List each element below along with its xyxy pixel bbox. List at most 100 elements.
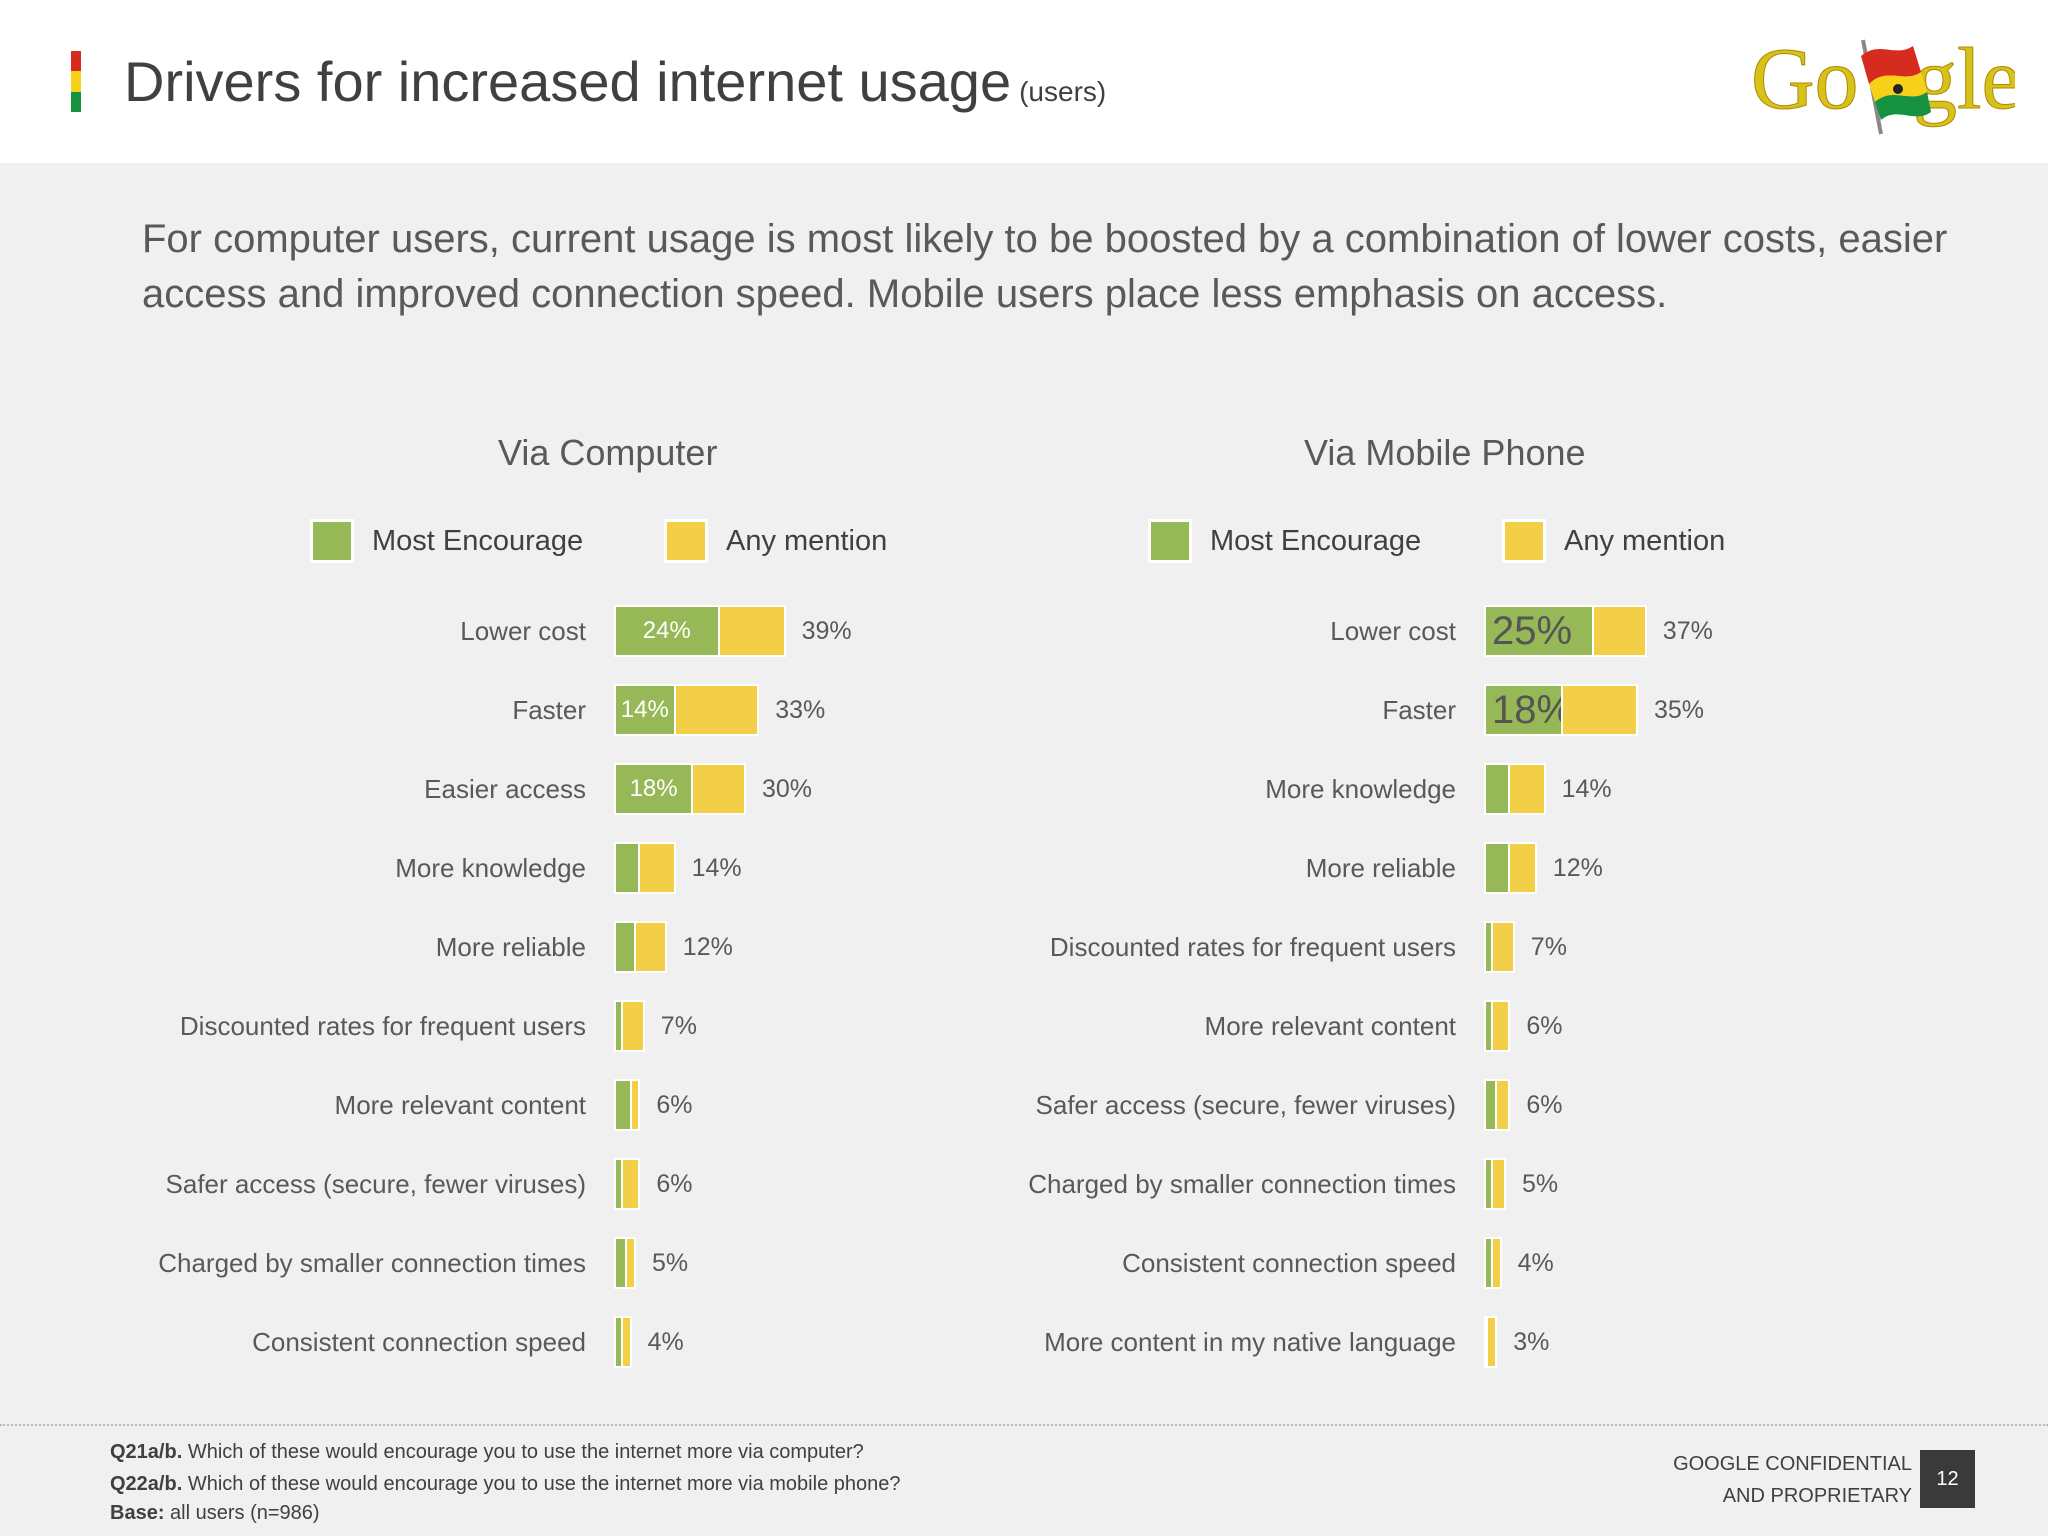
bar-row: More knowledge 14% (0, 842, 1024, 894)
bar-most-encourage (1484, 763, 1511, 815)
category-label: More relevant content (334, 1090, 586, 1120)
bar-row: More reliable 12% (1024, 842, 2048, 894)
page-title: Drivers for increased internet usage (use… (124, 46, 1106, 128)
legend-most-encourage: Most Encourage (310, 516, 583, 566)
bar-most-encourage (614, 1237, 628, 1289)
category-label: Consistent connection speed (1122, 1248, 1456, 1278)
waving-flag-bottom (1875, 92, 1931, 120)
flag-yellow-band (71, 71, 81, 92)
category-label: More knowledge (1265, 774, 1456, 804)
bar-row: More reliable 12% (0, 921, 1024, 973)
category-label: More knowledge (395, 853, 586, 883)
value-label-any-mention: 35% (1654, 696, 1705, 724)
footnote-q21-text: Which of these would encourage you to us… (187, 1441, 864, 1463)
header-bar: Drivers for increased internet usage (use… (0, 0, 2048, 163)
footnote-q22-label: Q22a/b. (110, 1473, 183, 1495)
value-label-any-mention: 12% (682, 933, 733, 961)
bar-row: Consistent connection speed 4% (1024, 1237, 2048, 1289)
chart-title: Via Mobile Phone (1304, 432, 1586, 473)
value-label-any-mention: 5% (1522, 1170, 1559, 1198)
category-label: Charged by smaller connection times (158, 1248, 586, 1278)
value-label-any-mention: 14% (691, 854, 742, 882)
category-label: Easier access (424, 774, 586, 804)
value-label-any-mention: 6% (656, 1091, 693, 1119)
value-label-any-mention: 33% (775, 696, 826, 724)
bar-row: Charged by smaller connection times 5% (0, 1237, 1024, 1289)
value-label-any-mention: 37% (1662, 617, 1713, 645)
value-label-any-mention: 6% (656, 1170, 693, 1198)
confidential-line-2: AND PROPRIETARY (1722, 1485, 1912, 1507)
bar-most-encourage (614, 1000, 623, 1052)
bar-row: Discounted rates for frequent users 7% (1024, 921, 2048, 973)
confidential-notice: GOOGLE CONFIDENTIAL AND PROPRIETARY (1660, 1448, 1912, 1512)
legend-label: Any mention (1564, 524, 1726, 557)
flag-star (1893, 84, 1903, 94)
bar-most-encourage (1484, 1316, 1489, 1368)
chart-via-computer: Via Computer Most Encourage Any mention … (0, 420, 1024, 1400)
page-number: 12 (1920, 1450, 1975, 1508)
value-label-any-mention: 12% (1552, 854, 1603, 882)
footnote-q22: Q22a/b. Which of these would encourage y… (110, 1468, 900, 1500)
value-label-any-mention: 7% (660, 1012, 697, 1040)
slide-subtitle: For computer users, current usage is mos… (142, 217, 1948, 316)
category-label: Discounted rates for frequent users (1049, 932, 1456, 962)
value-label-any-mention: 3% (1513, 1328, 1550, 1356)
legend-swatch-green (310, 519, 354, 563)
legend-most-encourage: Most Encourage (1148, 516, 1421, 566)
category-label: Charged by smaller connection times (1028, 1169, 1456, 1199)
legend-label: Any mention (726, 524, 888, 557)
bar-row: More relevant content 6% (0, 1079, 1024, 1131)
bar-row: Safer access (secure, fewer viruses) 6% (0, 1158, 1024, 1210)
bar-most-encourage (614, 1316, 623, 1368)
bar-row: Charged by smaller connection times 5% (1024, 1158, 2048, 1210)
bar-most-encourage (614, 921, 636, 973)
value-label-any-mention: 6% (1526, 1091, 1563, 1119)
bar-row: More knowledge 14% (1024, 763, 2048, 815)
footer-divider (0, 1424, 2048, 1426)
footnote-base: Base: all users (n=986) (110, 1500, 900, 1526)
logo-wordmark: Go (1751, 31, 1859, 128)
category-label: More relevant content (1204, 1011, 1456, 1041)
bar-row: More relevant content 6% (1024, 1000, 2048, 1052)
bar-most-encourage (614, 1079, 632, 1131)
category-label: Consistent connection speed (252, 1327, 586, 1357)
legend-any-mention: Any mention (664, 516, 887, 566)
bar-most-encourage (1484, 1079, 1498, 1131)
bar-most-encourage (1484, 1158, 1493, 1210)
category-label: Lower cost (460, 616, 586, 646)
legend-swatch-green (1148, 519, 1192, 563)
bar-most-encourage: 14% (614, 684, 676, 736)
bar-most-encourage: 24% (614, 605, 720, 657)
bar-most-encourage (614, 1158, 623, 1210)
chart-via-mobile-phone: Via Mobile Phone Most Encourage Any ment… (1024, 420, 2048, 1400)
google-ghana-logo: Go gle (1751, 31, 2015, 135)
bar-most-encourage (614, 842, 641, 894)
bar-row: Faster 14% 33% (0, 684, 1024, 736)
category-label: More content in my native language (1044, 1327, 1456, 1357)
category-label: More reliable (435, 932, 586, 962)
footnote-base-text: all users (n=986) (170, 1502, 320, 1524)
bar-most-encourage (1484, 1000, 1493, 1052)
legend-label: Most Encourage (1210, 524, 1422, 557)
category-label: Safer access (secure, fewer viruses) (1035, 1090, 1456, 1120)
legend-any-mention: Any mention (1502, 516, 1725, 566)
bar-row: Easier access 18% 30% (0, 763, 1024, 815)
bar-row: Lower cost 25% 37% (1024, 605, 2048, 657)
bar-row: More content in my native language 3% (1024, 1316, 2048, 1368)
legend-label: Most Encourage (372, 524, 584, 557)
bar-most-encourage: 18% (614, 763, 694, 815)
legend-swatch-yellow (664, 519, 708, 563)
category-label: Lower cost (1330, 616, 1456, 646)
footnote-q21: Q21a/b. Which of these would encourage y… (110, 1436, 900, 1468)
bar-most-encourage (1484, 842, 1511, 894)
flag-green-band (71, 91, 81, 112)
footnote-base-label: Base: (110, 1502, 165, 1524)
bar-most-encourage (1484, 1237, 1493, 1289)
value-label-any-mention: 30% (762, 775, 813, 803)
bar-row: Safer access (secure, fewer viruses) 6% (1024, 1079, 2048, 1131)
legend-swatch-yellow (1502, 519, 1546, 563)
category-label: Discounted rates for frequent users (179, 1011, 586, 1041)
bar-most-encourage (1484, 921, 1493, 973)
bar-row: Faster 18% 35% (1024, 684, 2048, 736)
value-label-any-mention: 39% (801, 617, 852, 645)
